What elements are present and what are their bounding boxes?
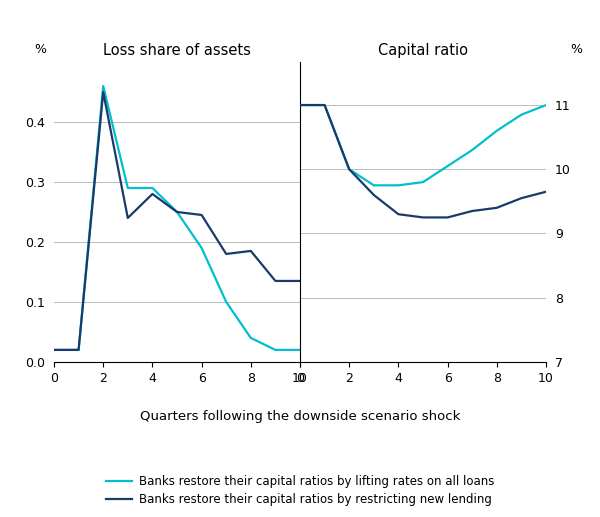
Text: Quarters following the downside scenario shock: Quarters following the downside scenario… xyxy=(140,409,460,423)
Title: Capital ratio: Capital ratio xyxy=(378,43,468,58)
Text: %: % xyxy=(571,43,583,56)
Legend: Banks restore their capital ratios by lifting rates on all loans, Banks restore : Banks restore their capital ratios by li… xyxy=(106,475,494,506)
Text: %: % xyxy=(34,43,46,56)
Title: Loss share of assets: Loss share of assets xyxy=(103,43,251,58)
